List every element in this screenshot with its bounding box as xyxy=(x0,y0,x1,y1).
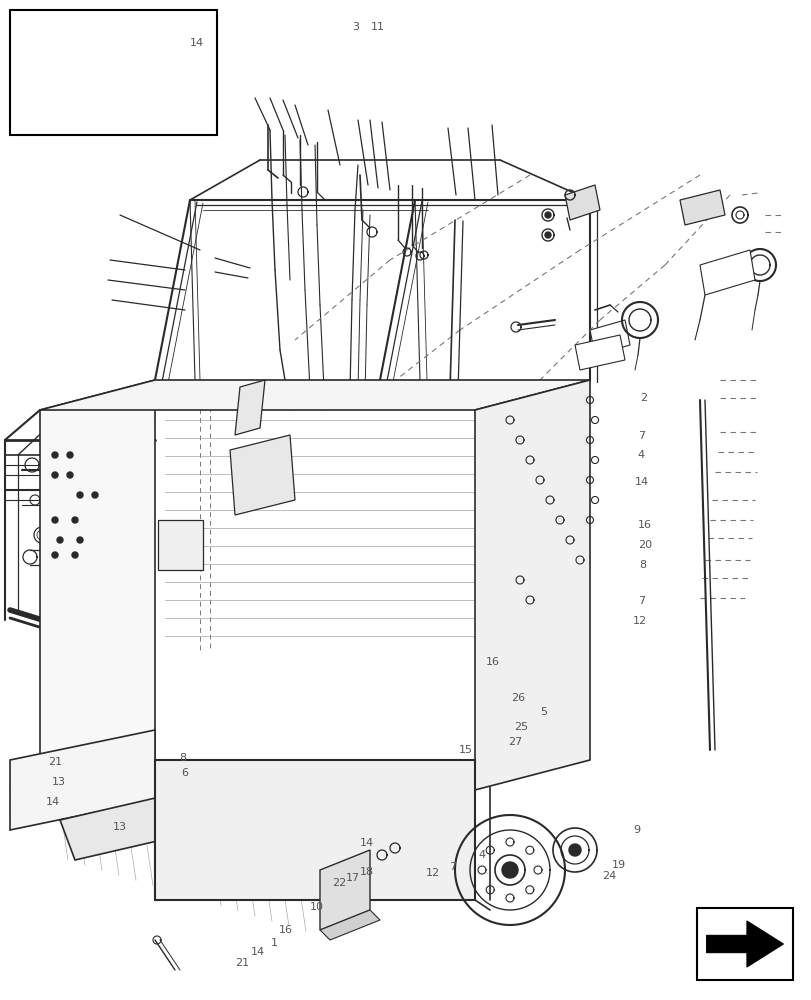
Text: 13: 13 xyxy=(52,777,67,787)
Polygon shape xyxy=(60,760,335,860)
Polygon shape xyxy=(590,320,629,355)
Text: 14: 14 xyxy=(251,947,265,957)
Text: 6: 6 xyxy=(182,768,188,778)
Polygon shape xyxy=(544,232,551,238)
Text: 1: 1 xyxy=(271,938,277,948)
Polygon shape xyxy=(77,492,83,498)
Polygon shape xyxy=(52,552,58,558)
Text: 18: 18 xyxy=(359,867,374,877)
Text: 27: 27 xyxy=(507,737,521,747)
Polygon shape xyxy=(155,760,474,900)
Bar xyxy=(10,10,217,135)
Polygon shape xyxy=(320,910,380,940)
Text: 16: 16 xyxy=(637,520,651,530)
Polygon shape xyxy=(52,517,58,523)
Bar xyxy=(158,520,203,570)
Polygon shape xyxy=(234,380,264,435)
Polygon shape xyxy=(320,850,370,930)
Text: 8: 8 xyxy=(179,753,186,763)
Text: 12: 12 xyxy=(632,616,646,626)
Text: 14: 14 xyxy=(359,838,374,848)
Text: 17: 17 xyxy=(345,873,360,883)
Text: 12: 12 xyxy=(425,868,440,878)
Polygon shape xyxy=(40,380,155,790)
Polygon shape xyxy=(57,537,63,543)
Text: 8: 8 xyxy=(639,560,646,570)
Polygon shape xyxy=(574,335,624,370)
Polygon shape xyxy=(72,552,78,558)
Text: 14: 14 xyxy=(45,797,60,807)
Polygon shape xyxy=(92,492,98,498)
Text: 20: 20 xyxy=(637,540,651,550)
Polygon shape xyxy=(40,380,590,410)
Text: 16: 16 xyxy=(485,657,500,667)
Text: 25: 25 xyxy=(513,722,528,732)
Text: 4: 4 xyxy=(637,450,644,460)
Text: 16: 16 xyxy=(278,925,293,935)
Polygon shape xyxy=(52,472,58,478)
Text: 3: 3 xyxy=(352,22,358,32)
Text: 7: 7 xyxy=(637,431,644,441)
Text: 22: 22 xyxy=(332,878,346,888)
Polygon shape xyxy=(544,212,551,218)
Polygon shape xyxy=(569,844,581,856)
Text: 14: 14 xyxy=(633,477,648,487)
Polygon shape xyxy=(67,472,73,478)
Text: 7: 7 xyxy=(637,596,644,606)
Polygon shape xyxy=(52,452,58,458)
Text: 21: 21 xyxy=(234,958,249,968)
Polygon shape xyxy=(679,190,724,225)
Polygon shape xyxy=(67,452,73,458)
Text: 15: 15 xyxy=(458,745,473,755)
Polygon shape xyxy=(564,185,599,220)
Polygon shape xyxy=(474,380,590,790)
Polygon shape xyxy=(77,537,83,543)
Polygon shape xyxy=(230,435,294,515)
Text: 4: 4 xyxy=(478,850,485,860)
Text: 19: 19 xyxy=(611,860,625,870)
Polygon shape xyxy=(72,517,78,523)
Polygon shape xyxy=(501,862,517,878)
Text: 2: 2 xyxy=(640,393,646,403)
Polygon shape xyxy=(706,921,783,967)
Polygon shape xyxy=(699,250,754,295)
Text: 14: 14 xyxy=(190,38,204,48)
Text: 9: 9 xyxy=(633,825,639,835)
Text: 21: 21 xyxy=(48,757,62,767)
Text: 13: 13 xyxy=(113,822,127,832)
Text: 26: 26 xyxy=(510,693,525,703)
Text: 7: 7 xyxy=(449,862,456,872)
Polygon shape xyxy=(10,730,155,830)
Text: 11: 11 xyxy=(370,22,384,32)
Text: 10: 10 xyxy=(309,902,324,912)
Text: 24: 24 xyxy=(601,871,616,881)
Bar xyxy=(696,908,792,980)
Text: 5: 5 xyxy=(540,707,547,717)
